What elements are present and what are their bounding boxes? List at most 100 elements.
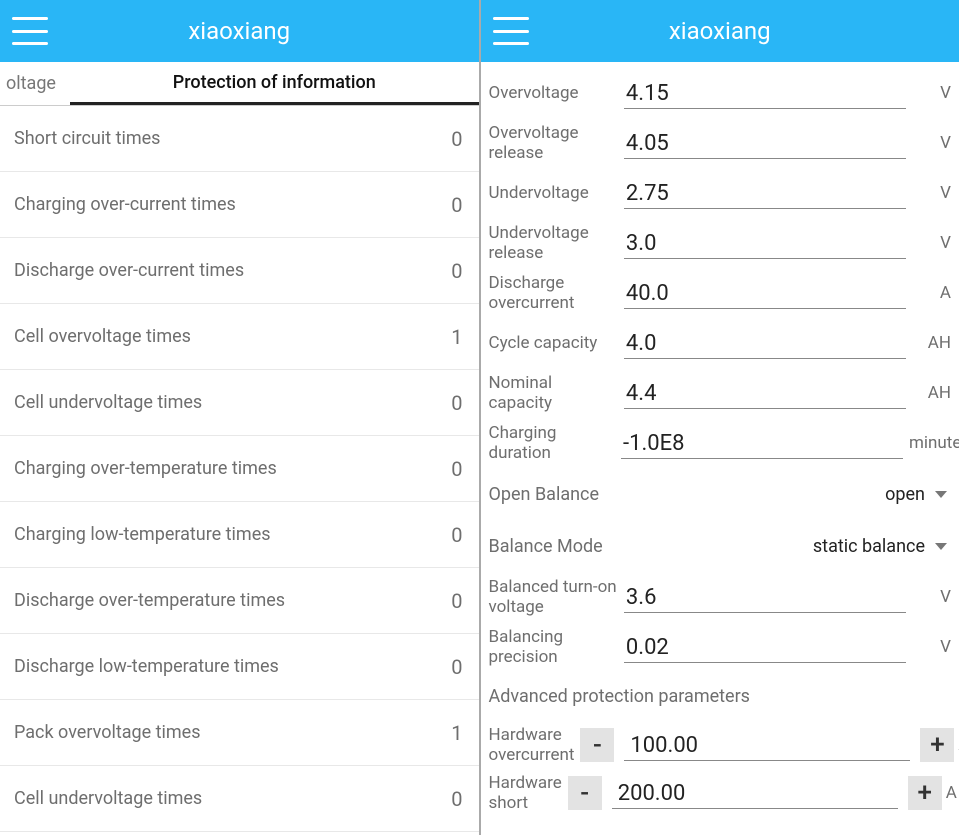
list-item-label: Cell overvoltage times — [14, 326, 191, 347]
open-balance-value: open — [885, 484, 925, 505]
hw-overcurrent-input[interactable] — [624, 729, 910, 761]
param-label: Undervoltage — [489, 183, 624, 203]
list-item-value: 0 — [451, 127, 464, 151]
list-item[interactable]: Discharge over-temperature times 0 — [0, 568, 479, 634]
param-label: Undervoltage release — [489, 223, 624, 264]
param-input[interactable] — [621, 427, 903, 459]
balance-mode-dropdown[interactable]: static balance — [813, 536, 951, 557]
header: xiaoxiang — [0, 0, 479, 62]
tab-previous-partial[interactable]: oltage — [0, 62, 70, 105]
balance-mode-label: Balance Mode — [489, 536, 603, 557]
balancing-precision-input[interactable] — [624, 631, 906, 663]
open-balance-label: Open Balance — [489, 484, 600, 505]
param-input[interactable] — [624, 227, 906, 259]
list-item-value: 0 — [451, 193, 464, 217]
menu-icon[interactable] — [493, 17, 529, 45]
balancing-precision-unit: V — [906, 637, 951, 657]
chevron-down-icon — [935, 491, 947, 498]
menu-icon[interactable] — [12, 17, 48, 45]
list-item-value: 0 — [451, 589, 464, 613]
param-label: Nominal capacity — [489, 373, 624, 414]
header-title: xiaoxiang — [669, 17, 771, 45]
param-label: Charging duration — [489, 423, 622, 464]
param-unit: AH — [906, 333, 951, 353]
param-row: Undervoltage V — [489, 168, 952, 218]
param-row: Nominal capacity AH — [489, 368, 952, 418]
hw-short-minus-button[interactable]: - — [568, 776, 602, 810]
screen-parameters: xiaoxiang Overvoltage V Overvoltage releas… — [481, 0, 959, 835]
open-balance-row: Open Balance open — [489, 468, 952, 520]
list-item[interactable]: Discharge low-temperature times 0 — [0, 634, 479, 700]
hw-short-input[interactable] — [612, 777, 898, 809]
list-item-value: 0 — [451, 259, 464, 283]
list-item-value: 1 — [451, 325, 464, 349]
param-unit: V — [906, 183, 951, 203]
balanced-turn-on-row: Balanced turn-on voltage V — [489, 572, 952, 622]
tab-protection-of-information[interactable]: Protection of information — [70, 62, 479, 105]
list-item-label: Cell undervoltage times — [14, 788, 202, 809]
hw-overcurrent-row: Hardware overcurrent - + A — [489, 717, 952, 773]
param-unit: A — [906, 283, 951, 303]
param-label: Discharge overcurrent — [489, 273, 624, 314]
param-unit: AH — [906, 383, 951, 403]
list-item[interactable]: Charging over-temperature times0 — [0, 436, 479, 502]
param-input[interactable] — [624, 377, 906, 409]
param-row: Charging duration minute — [489, 418, 952, 468]
list-item[interactable]: Short circuit times 0 — [0, 106, 479, 172]
list-item-label: Discharge over-temperature times — [14, 590, 285, 611]
protection-list: Short circuit times0Charging over-curren… — [0, 106, 479, 835]
tab-bar: oltage Protection of information — [0, 62, 479, 106]
balancing-precision-label: Balancing precision — [489, 627, 624, 668]
list-item[interactable]: Cell overvoltage times 1 — [0, 304, 479, 370]
list-item[interactable]: Cell undervoltage times0 — [0, 370, 479, 436]
list-item[interactable]: Discharge over-current times 0 — [0, 238, 479, 304]
list-item-label: Discharge over-current times — [14, 260, 244, 281]
param-label: Overvoltage release — [489, 123, 624, 164]
list-item-label: Cell undervoltage times — [14, 392, 202, 413]
list-item-value: 0 — [451, 523, 464, 547]
list-item[interactable]: Cell undervoltage times 0 — [0, 766, 479, 832]
hw-short-plus-button[interactable]: + — [908, 776, 942, 810]
param-unit: minute — [903, 433, 951, 453]
balance-mode-row: Balance Mode static balance — [489, 520, 952, 572]
list-item-label: Short circuit times — [14, 128, 160, 149]
param-label: Overvoltage — [489, 83, 624, 103]
param-input[interactable] — [624, 177, 906, 209]
advanced-section-title: Advanced protection parameters — [489, 672, 952, 717]
hw-short-unit: A — [942, 783, 957, 803]
param-input[interactable] — [624, 277, 906, 309]
param-unit: V — [906, 233, 951, 253]
param-unit: V — [906, 83, 951, 103]
param-label: Cycle capacity — [489, 333, 624, 353]
list-item-label: Discharge low-temperature times — [14, 656, 279, 677]
hw-short-label: Hardware short — [489, 773, 568, 814]
params-panel: OvervoltageVOvervoltage releaseVUndervol… — [481, 62, 959, 835]
param-row: Overvoltage V — [489, 68, 952, 118]
header: xiaoxiang — [481, 0, 959, 62]
list-item-value: 1 — [451, 721, 464, 745]
header-title: xiaoxiang — [188, 17, 290, 45]
hw-overcurrent-plus-button[interactable]: + — [920, 728, 954, 762]
param-input[interactable] — [624, 77, 906, 109]
list-item[interactable]: Charging low-temperature times0 — [0, 502, 479, 568]
list-item-label: Charging over-current times — [14, 194, 236, 215]
hw-overcurrent-minus-button[interactable]: - — [580, 728, 614, 762]
balanced-turn-on-label: Balanced turn-on voltage — [489, 577, 624, 618]
open-balance-dropdown[interactable]: open — [885, 484, 951, 505]
hw-overcurrent-unit: A — [954, 735, 959, 755]
param-input[interactable] — [624, 327, 906, 359]
param-row: Cycle capacity AH — [489, 318, 952, 368]
balanced-turn-on-input[interactable] — [624, 581, 906, 613]
hw-short-row: Hardware short - + A — [489, 773, 952, 814]
balancing-precision-row: Balancing precision V — [489, 622, 952, 672]
balanced-turn-on-unit: V — [906, 587, 951, 607]
list-item-label: Pack overvoltage times — [14, 722, 201, 743]
param-row: Discharge overcurrent A — [489, 268, 952, 318]
list-item-label: Charging over-temperature times — [14, 458, 277, 479]
list-item[interactable]: Charging over-current times 0 — [0, 172, 479, 238]
param-row: Undervoltage release V — [489, 218, 952, 268]
list-item-value: 0 — [451, 655, 464, 679]
list-item-value: 0 — [451, 787, 464, 811]
param-input[interactable] — [624, 127, 906, 159]
list-item[interactable]: Pack overvoltage times 1 — [0, 700, 479, 766]
